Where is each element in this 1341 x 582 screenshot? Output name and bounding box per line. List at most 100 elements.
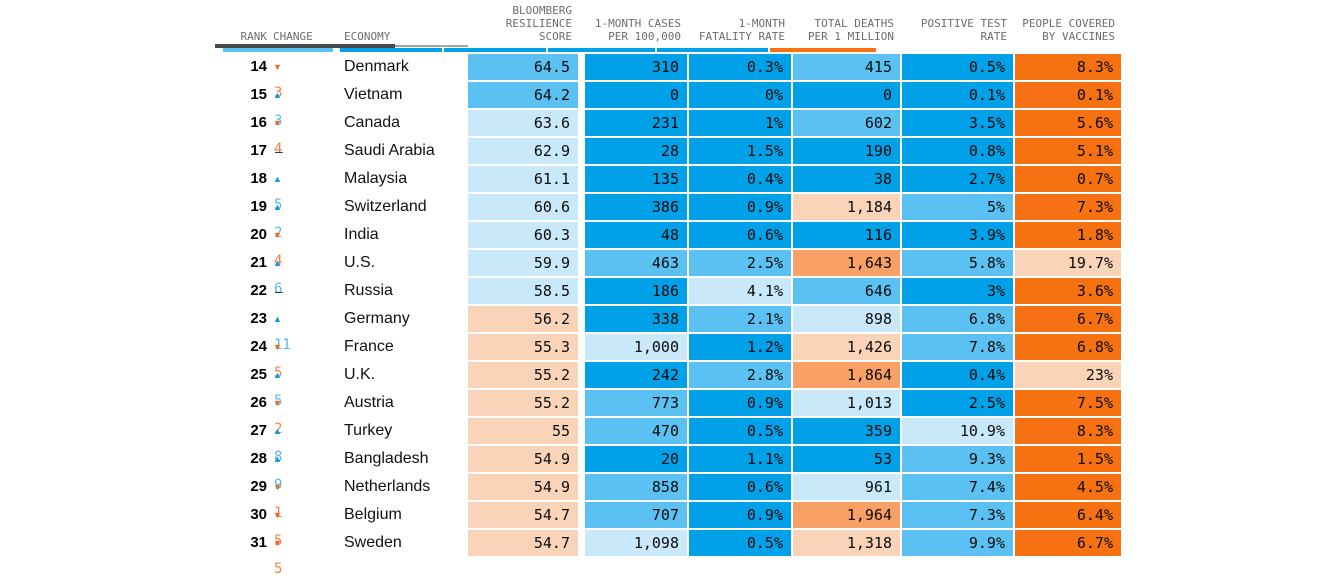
fatality-cell: 1.1% (689, 446, 791, 472)
economy-cell: Turkey (344, 422, 393, 439)
test-rate-cell: 7.8% (902, 334, 1013, 360)
table-row: 17– Saudi Arabia 62.9 28 1.5% 190 0.8% 5.1% (215, 138, 1121, 164)
rank-up-arrow-icon: ▲ (273, 426, 282, 436)
change-value: 2 (274, 421, 283, 437)
change-cell: ▲ 9 (267, 446, 327, 493)
fatality-cell: 0.9% (689, 502, 791, 528)
economy-cell: France (344, 338, 394, 355)
test-rate-cell: 0.5% (902, 54, 1013, 80)
score-cell: 58.5 (468, 278, 578, 304)
test-rate-cell: 3% (902, 278, 1013, 304)
cases-cell: 1,098 (585, 530, 687, 556)
column-header-vaccines: PEOPLE COVERED BY VACCINES (1022, 17, 1115, 43)
fatality-cell: 0.9% (689, 390, 791, 416)
economy-cell: Germany (344, 310, 410, 327)
no-change-dash: – (275, 143, 283, 159)
vaccines-cell: 6.7% (1015, 530, 1121, 556)
cases-cell: 386 (585, 194, 687, 220)
vaccines-cell: 8.3% (1015, 54, 1121, 80)
test-rate-cell: 2.7% (902, 166, 1013, 192)
deaths-cell: 602 (793, 110, 900, 136)
test-rate-cell: 0.8% (902, 138, 1013, 164)
rank-down-arrow-icon: ▼ (273, 118, 282, 128)
rank-cell: 31 (250, 534, 267, 551)
test-rate-cell: 0.1% (902, 82, 1013, 108)
change-cell: ▼ 2 (267, 390, 327, 437)
vaccines-cell: 0.1% (1015, 82, 1121, 108)
fatality-cell: 1.2% (689, 334, 791, 360)
rank-cell: 24 (250, 338, 267, 355)
table-row: 14 ▼ 3 Denmark 64.5 310 0.3% 415 0.5% 8.3% (215, 54, 1121, 101)
rank-cell: 27 (250, 422, 267, 439)
rank-up-arrow-icon: ▲ (273, 174, 282, 184)
deaths-cell: 1,426 (793, 334, 900, 360)
cases-cell: 470 (585, 418, 687, 444)
score-cell: 54.9 (468, 446, 578, 472)
fatality-cell: 0.6% (689, 222, 791, 248)
fatality-cell: 0.4% (689, 166, 791, 192)
rank-cell: 17 (250, 142, 267, 159)
rank-down-arrow-icon: ▼ (273, 398, 282, 408)
change-cell: ▲ 6 (267, 250, 327, 297)
change-cell: ▼ 5 (267, 502, 327, 549)
economy-cell: Austria (344, 394, 394, 411)
change-cell: ▲ 5 (267, 362, 327, 409)
score-cell: 61.1 (468, 166, 578, 192)
vaccines-cell: 23% (1015, 362, 1121, 388)
table-row: 31 ▼ 5 Sweden 54.7 1,098 0.5% 1,318 9.9% 6.7% (215, 530, 1121, 577)
change-cell: ▼ 3 (267, 54, 327, 101)
cases-cell: 310 (585, 54, 687, 80)
fatality-cell: 1.5% (689, 138, 791, 164)
table-row: 24 ▼ 5 France 55.3 1,000 1.2% 1,426 7.8% 6.8% (215, 334, 1121, 381)
rank-cell: 15 (250, 86, 267, 103)
test-rate-cell: 5.8% (902, 250, 1013, 276)
change-cell: ▼ 4 (267, 110, 327, 157)
table-body: 14 ▼ 3 Denmark 64.5 310 0.3% 415 0.5% 8.3% 15 ▲ 3 Vie… (215, 48, 1121, 577)
test-rate-cell: 2.5% (902, 390, 1013, 416)
column-header-score: BLOOMBERG RESILIENCE SCORE (505, 4, 572, 43)
fatality-cell: 0.9% (689, 194, 791, 220)
test-rate-cell: 9.9% (902, 530, 1013, 556)
cases-cell: 242 (585, 362, 687, 388)
rank-cell: 22 (250, 282, 267, 299)
cases-cell: 231 (585, 110, 687, 136)
economy-cell: India (344, 226, 379, 243)
vaccines-cell: 7.5% (1015, 390, 1121, 416)
rank-up-arrow-icon: ▲ (273, 258, 282, 268)
table-row: 18 ▲ 5 Malaysia 61.1 135 0.4% 38 2.7% 0.7% (215, 166, 1121, 213)
fatality-cell: 1% (689, 110, 791, 136)
fatality-cell: 2.5% (689, 250, 791, 276)
vaccines-cell: 0.7% (1015, 166, 1121, 192)
change-cell: ▲ 11 (267, 306, 327, 353)
cases-cell: 20 (585, 446, 687, 472)
fatality-cell: 0.6% (689, 474, 791, 500)
table-row: 19 ▲ 2 Switzerland 60.6 386 0.9% 1,184 5% 7.3% (215, 194, 1121, 241)
change-value: 8 (274, 449, 283, 465)
test-rate-cell: 5% (902, 194, 1013, 220)
test-rate-cell: 7.4% (902, 474, 1013, 500)
partial-row-top (215, 48, 1121, 52)
deaths-cell: 415 (793, 54, 900, 80)
rank-cell: 29 (250, 478, 267, 495)
cases-cell: 858 (585, 474, 687, 500)
score-cell: 54.9 (468, 474, 578, 500)
rank-up-arrow-icon: ▲ (273, 90, 282, 100)
deaths-cell: 1,964 (793, 502, 900, 528)
score-cell: 55.3 (468, 334, 578, 360)
change-value: 5 (274, 561, 283, 577)
cases-cell: 48 (585, 222, 687, 248)
column-header-deaths: TOTAL DEATHS PER 1 MILLION (807, 17, 894, 43)
table-row: 27 ▲ 8 Turkey 55 470 0.5% 359 10.9% 8.3% (215, 418, 1121, 465)
economy-cell: Canada (344, 114, 401, 131)
rank-cell: 30 (250, 506, 267, 523)
rank-down-arrow-icon: ▼ (273, 230, 282, 240)
vaccines-cell: 4.5% (1015, 474, 1121, 500)
change-cell: ▲ 8 (267, 418, 327, 465)
deaths-cell: 898 (793, 306, 900, 332)
score-cell: 63.6 (468, 110, 578, 136)
rank-down-arrow-icon: ▼ (273, 482, 282, 492)
rank-cell: 25 (250, 366, 267, 383)
column-header-change: CHANGE (273, 30, 313, 43)
test-rate-cell: 9.3% (902, 446, 1013, 472)
change-value: 5 (274, 365, 283, 381)
